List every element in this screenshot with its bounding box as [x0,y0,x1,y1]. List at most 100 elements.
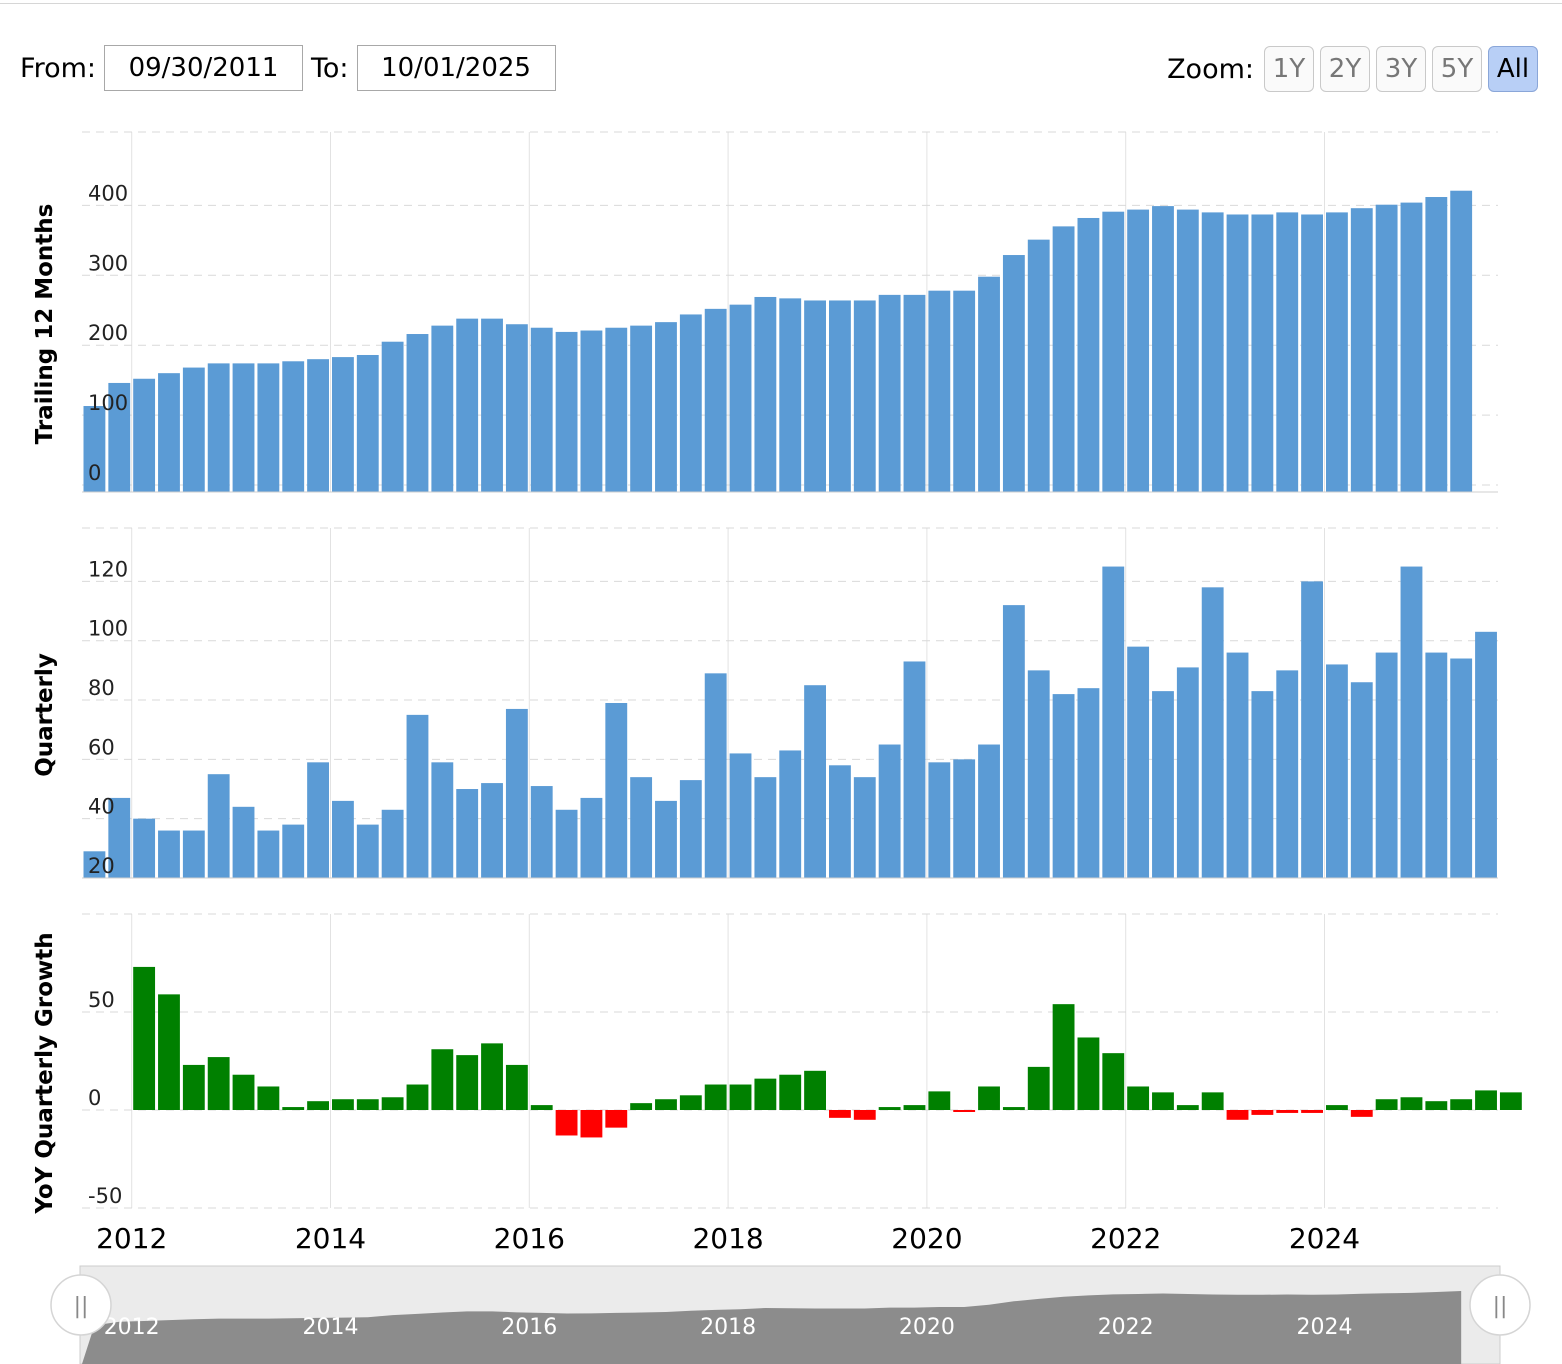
bar[interactable] [779,298,802,492]
bar[interactable] [1326,664,1348,878]
bar[interactable] [605,327,628,492]
bar[interactable] [1201,587,1224,878]
bar[interactable] [829,300,851,492]
bar[interactable] [903,661,926,878]
zoom-5y-button[interactable]: 5Y [1432,46,1482,92]
bar[interactable] [953,290,976,492]
bar[interactable] [679,1095,702,1110]
bar[interactable] [1077,217,1100,492]
bar[interactable] [655,322,677,492]
bar[interactable] [431,762,454,878]
bar[interactable] [853,300,876,492]
bar[interactable] [1102,211,1125,492]
bar[interactable] [1077,688,1100,878]
bar[interactable] [978,1086,1000,1110]
bar[interactable] [729,1084,752,1110]
bar[interactable] [133,818,156,878]
bar[interactable] [555,1110,578,1136]
bar[interactable] [1052,694,1075,878]
bar[interactable] [580,797,603,878]
bar[interactable] [1375,652,1398,878]
bar[interactable] [1450,658,1473,878]
bar[interactable] [754,296,777,492]
bar[interactable] [505,708,528,878]
zoom-3y-button[interactable]: 3Y [1376,46,1426,92]
bar[interactable] [307,762,329,878]
bar[interactable] [1450,1099,1473,1110]
bar[interactable] [307,359,329,492]
bar[interactable] [1400,202,1423,493]
bar[interactable] [928,290,951,492]
bar[interactable] [307,1101,329,1110]
bar[interactable] [406,714,429,878]
bar[interactable] [207,774,230,878]
bar[interactable] [704,1084,727,1110]
bar[interactable] [655,1099,677,1110]
bar[interactable] [1102,1053,1125,1110]
bar[interactable] [406,334,429,492]
to-date-input[interactable]: 10/01/2025 [356,45,556,91]
bar[interactable] [729,753,752,878]
bar[interactable] [1052,226,1075,492]
bar[interactable] [356,824,379,878]
bar[interactable] [729,304,752,492]
bar[interactable] [605,703,628,878]
from-date-input[interactable]: 09/30/2011 [104,45,303,91]
bar[interactable] [530,1105,553,1110]
bar[interactable] [1425,652,1448,878]
bar[interactable] [1002,255,1025,492]
bar[interactable] [207,1057,230,1110]
bar[interactable] [1425,197,1448,492]
bar[interactable] [580,1110,603,1138]
bar[interactable] [1425,1101,1448,1110]
bar[interactable] [406,1084,429,1110]
bar[interactable] [232,1074,255,1110]
bar[interactable] [332,1099,354,1110]
zoom-2y-button[interactable]: 2Y [1320,46,1370,92]
bar[interactable] [1152,1092,1174,1110]
bar[interactable] [704,308,727,492]
bar[interactable] [1176,1105,1199,1110]
bar[interactable] [853,777,876,878]
bar[interactable] [754,777,777,878]
bar[interactable] [1350,1110,1373,1117]
bar[interactable] [257,1086,280,1110]
bar[interactable] [1301,1110,1323,1113]
bar[interactable] [332,357,354,492]
bar[interactable] [1251,214,1274,492]
bar[interactable] [356,1099,379,1110]
bar[interactable] [1201,212,1224,492]
bar[interactable] [232,806,255,878]
bar[interactable] [779,1074,802,1110]
bar[interactable] [381,1097,404,1110]
bar[interactable] [158,373,180,492]
bar[interactable] [232,363,255,492]
bar[interactable] [903,294,926,492]
bar[interactable] [1350,208,1373,493]
bar[interactable] [133,378,156,492]
bar[interactable] [1375,1099,1398,1110]
bar[interactable] [481,1043,503,1110]
bar[interactable] [779,750,802,878]
bar[interactable] [282,1107,305,1110]
bar[interactable] [829,1110,851,1118]
bar[interactable] [381,341,404,492]
bar[interactable] [1400,1097,1423,1110]
bar[interactable] [83,406,106,492]
bar[interactable] [630,1103,653,1110]
bar[interactable] [1052,1004,1075,1110]
bar[interactable] [1226,652,1249,878]
zoom-1y-button[interactable]: 1Y [1264,46,1314,92]
bar[interactable] [1375,204,1398,492]
bar[interactable] [456,318,479,492]
range-navigator[interactable]: 2012 2014 2016 2018 2020 2022 2024 || || [50,1265,1531,1364]
bar[interactable] [257,830,280,878]
bar[interactable] [1152,691,1174,878]
bar[interactable] [1201,1092,1224,1110]
bar[interactable] [1326,1105,1348,1110]
bar[interactable] [953,1110,976,1112]
bar[interactable] [555,809,578,878]
bar[interactable] [431,325,454,492]
bar[interactable] [282,361,305,492]
bar[interactable] [1301,214,1323,492]
